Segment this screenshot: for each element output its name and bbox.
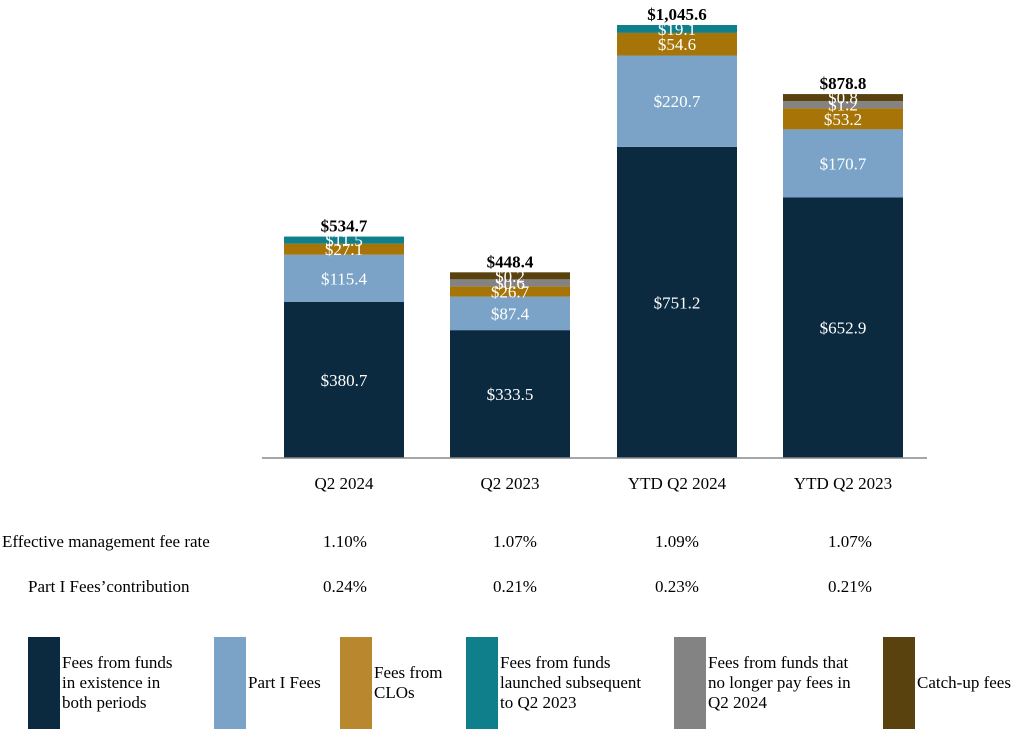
bar-segment-q2-2024-part-i-fees <box>284 254 404 303</box>
bar-segment-q2-2024-fees-from-funds-launched-subsequent-to-q2-2023 <box>284 236 404 244</box>
category-label-ytd-q2-2024: YTD Q2 2024 <box>628 474 727 493</box>
data-label-q2-2023-fees-from-funds-in-existence-in-both-periods: $333.5 <box>487 385 534 404</box>
bar-segment-ytd-q2-2024-fees-from-clos <box>617 32 737 56</box>
legend-item-part-i-fees: Part I Fees <box>214 637 339 729</box>
legend-label-catch-up-fees: Catch-up fees <box>917 673 1011 692</box>
total-label-ytd-q2-2023: $878.8 <box>820 74 867 93</box>
bar-segment-ytd-q2-2024-part-i-fees <box>617 55 737 147</box>
data-label-q2-2024-fees-from-clos: $27.1 <box>325 240 363 259</box>
bar-segment-ytd-q2-2023-catch-up-fees <box>783 94 903 102</box>
bar-segment-ytd-q2-2023-fees-from-clos <box>783 108 903 130</box>
data-label-q2-2024-fees-from-funds-in-existence-in-both-periods: $380.7 <box>321 371 368 390</box>
data-label-q2-2023-catch-up-fees: $0.2 <box>495 267 525 286</box>
legend-label-existing-funds: Fees from funds in existence in both per… <box>62 653 173 712</box>
bar-segment-ytd-q2-2024-fees-from-funds-in-existence-in-both-periods <box>617 146 737 458</box>
data-label-ytd-q2-2023-part-i-fees: $170.7 <box>820 154 867 173</box>
data-label-q2-2024-fees-from-funds-launched-subsequent-to-q2-2023: $11.5 <box>325 231 363 250</box>
legend-label-new-funds: Fees from funds launched subsequent to Q… <box>500 653 642 712</box>
legend-swatch-existing-funds <box>28 637 60 729</box>
row-value-effective-fee-rate-q2-2024: 1.10% <box>323 532 367 551</box>
legend-swatch-no-longer-paying <box>674 637 706 729</box>
category-label-q2-2024: Q2 2024 <box>314 474 374 493</box>
bar-segment-q2-2023-fees-from-funds-in-existence-in-both-periods <box>450 330 570 458</box>
data-label-ytd-q2-2023-fees-from-clos: $53.2 <box>824 110 862 129</box>
data-label-ytd-q2-2024-part-i-fees: $220.7 <box>654 92 701 111</box>
data-label-ytd-q2-2023-fees-from-funds-in-existence-in-both-periods: $652.9 <box>820 319 867 338</box>
legend-item-existing-funds: Fees from funds in existence in both per… <box>28 637 208 729</box>
legend-item-catch-up-fees: Catch-up fees <box>883 637 1031 729</box>
legend-item-clos: Fees from CLOs <box>340 637 465 729</box>
total-label-q2-2024: $534.7 <box>321 217 368 236</box>
bar-segment-q2-2024-fees-from-clos <box>284 243 404 255</box>
legend-swatch-part-i-fees <box>214 637 246 729</box>
bar-segment-ytd-q2-2023-fees-from-funds-in-existence-in-both-periods <box>783 197 903 459</box>
bar-segment-q2-2023-fees-from-clos <box>450 286 570 297</box>
total-label-q2-2023: $448.4 <box>487 252 534 271</box>
data-label-q2-2024-part-i-fees: $115.4 <box>321 269 368 288</box>
row-value-effective-fee-rate-ytd-q2-2024: 1.09% <box>655 532 699 551</box>
row-value-part-i-contribution-ytd-q2-2023: 0.21% <box>828 577 872 596</box>
bar-segment-q2-2023-fees-from-funds-that-no-longer-pay-fees-in-q2-2024 <box>450 279 570 287</box>
row-value-part-i-contribution-q2-2024: 0.24% <box>323 577 367 596</box>
data-label-q2-2023-part-i-fees: $87.4 <box>491 304 530 323</box>
row-value-effective-fee-rate-q2-2023: 1.07% <box>493 532 537 551</box>
data-label-ytd-q2-2024-fees-from-funds-launched-subsequent-to-q2-2023: $19.1 <box>658 20 696 39</box>
bars-group: $380.7 $115.4 $27.1$11.5$534.7 $333.5 $87.4 $… <box>284 5 903 459</box>
category-label-ytd-q2-2023: YTD Q2 2023 <box>794 474 892 493</box>
category-label-q2-2023: Q2 2023 <box>480 474 539 493</box>
legend-swatch-clos <box>340 637 372 729</box>
row-label-effective-fee-rate: Effective management fee rate <box>2 532 210 551</box>
row-value-effective-fee-rate-ytd-q2-2023: 1.07% <box>828 532 872 551</box>
bar-segment-ytd-q2-2023-part-i-fees <box>783 129 903 198</box>
data-label-ytd-q2-2024-fees-from-clos: $54.6 <box>658 35 696 54</box>
legend-swatch-catch-up-fees <box>883 637 915 729</box>
data-label-q2-2023-fees-from-clos: $26.7 <box>491 283 530 302</box>
category-labels: Q2 2024 Q2 2023 YTD Q2 2024 YTD Q2 2023 <box>314 474 892 493</box>
bar-segment-ytd-q2-2024-fees-from-funds-launched-subsequent-to-q2-2023 <box>617 25 737 33</box>
row-label-part-i-contribution: Part I Fees’contribution <box>28 577 190 596</box>
bar-segment-q2-2023-part-i-fees <box>450 296 570 331</box>
legend-swatch-new-funds <box>466 637 498 729</box>
legend-item-no-longer-paying: Fees from funds that no longer pay fees … <box>674 637 879 729</box>
legend-label-no-longer-paying: Fees from funds that no longer pay fees … <box>708 653 851 712</box>
bar-segment-ytd-q2-2023-fees-from-funds-that-no-longer-pay-fees-in-q2-2024 <box>783 101 903 109</box>
legend-label-clos: Fees from CLOs <box>374 663 443 702</box>
data-label-ytd-q2-2023-catch-up-fees: $0.8 <box>828 89 858 108</box>
total-label-ytd-q2-2024: $1,045.6 <box>647 5 707 24</box>
data-label-ytd-q2-2024-fees-from-funds-in-existence-in-both-periods: $751.2 <box>654 293 701 312</box>
legend-item-new-funds: Fees from funds launched subsequent to Q… <box>466 637 671 729</box>
bar-segment-q2-2024-fees-from-funds-in-existence-in-both-periods <box>284 302 404 458</box>
bar-segment-q2-2023-catch-up-fees <box>450 272 570 280</box>
legend-label-part-i-fees: Part I Fees <box>248 673 321 692</box>
row-value-part-i-contribution-q2-2023: 0.21% <box>493 577 537 596</box>
stacked-bar-chart: $380.7 $115.4 $27.1$11.5$534.7 $333.5 $87.4 $… <box>262 5 927 493</box>
row-value-part-i-contribution-ytd-q2-2024: 0.23% <box>655 577 699 596</box>
